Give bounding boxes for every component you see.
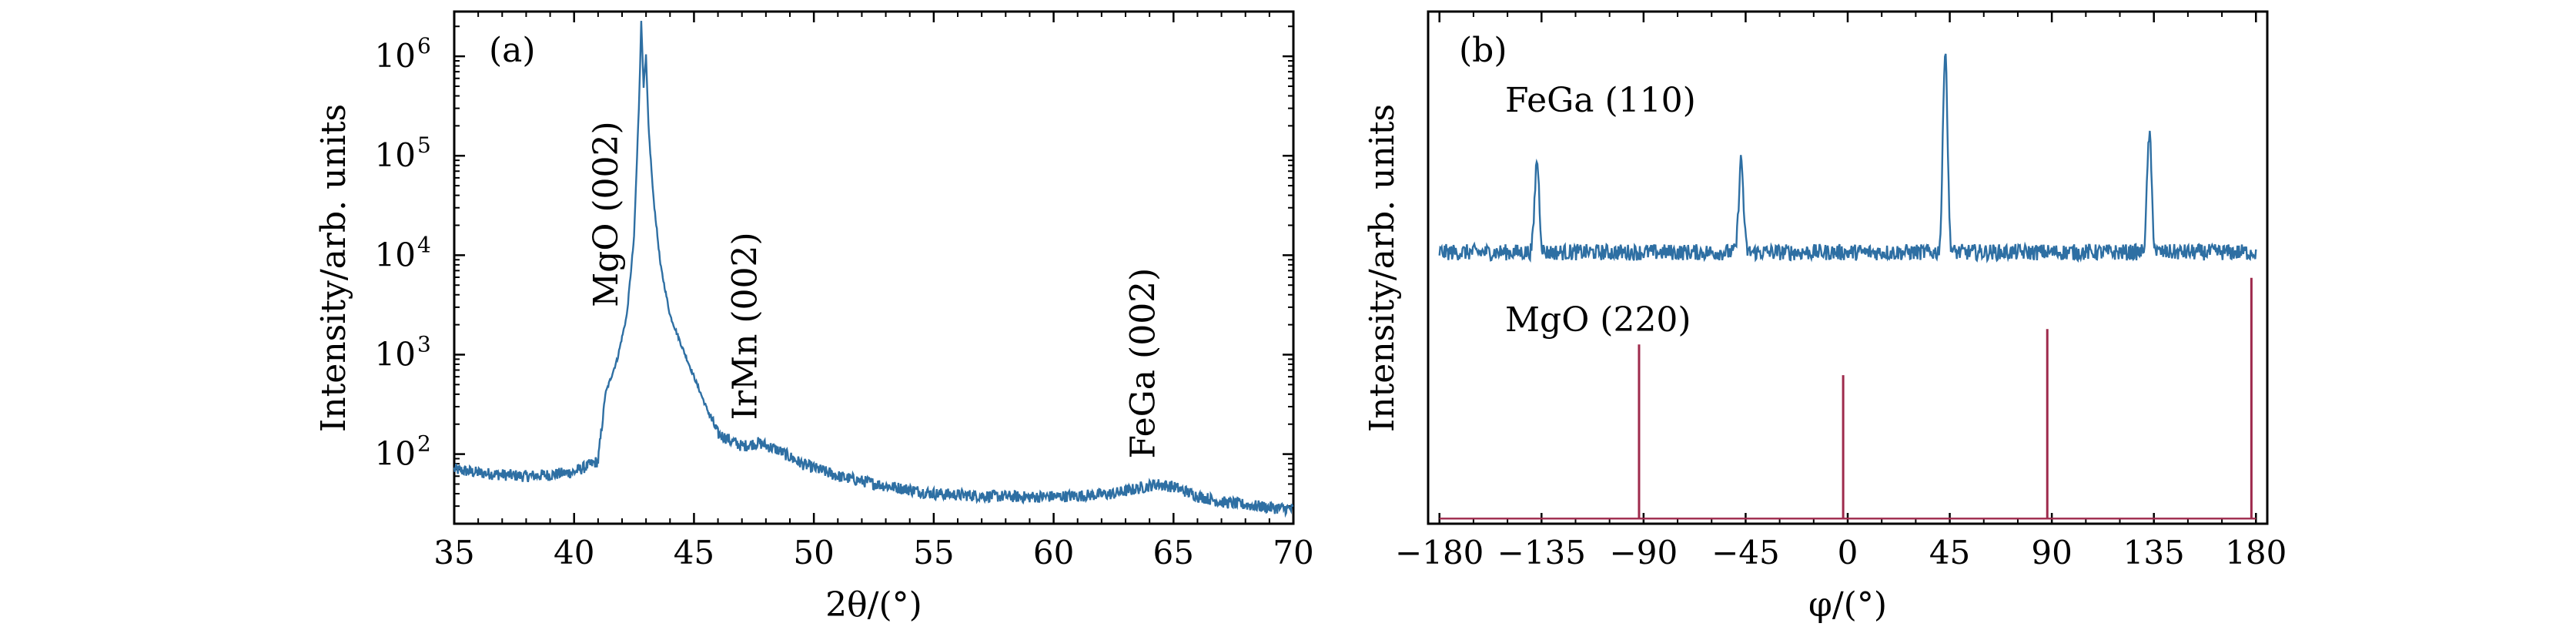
panel-a-x-tick-label: 55 <box>913 534 954 571</box>
panel-a-y-tick-exponent: 4 <box>417 232 431 257</box>
panel-a-x-tick-label: 60 <box>1033 534 1074 571</box>
panel-b-x-tick-label: 135 <box>2123 534 2185 571</box>
panel-a-y-tick-label: 10 <box>375 435 416 473</box>
panel-b-x-tick-label: 180 <box>2225 534 2287 571</box>
panel-a-x-tick-label: 65 <box>1153 534 1194 571</box>
panel-a-x-tick-label: 35 <box>433 534 474 571</box>
panel-b-x-tick-label: 0 <box>1838 534 1858 571</box>
panel-a-x-tick-label: 45 <box>674 534 714 571</box>
panel-a-label: (a) <box>489 31 536 70</box>
panel-b-x-tick-label: 90 <box>2031 534 2072 571</box>
panel-b-chart: −180 −135 −90 −45 0 45 90 135 180 (b) FeGa (110)… <box>1363 10 2287 625</box>
panel-a-y-tick-label: 10 <box>375 136 416 174</box>
panel-a-y-tick-exponent: 6 <box>417 33 431 59</box>
panel-a-y-tick-exponent: 5 <box>417 132 431 158</box>
panel-b-series-fega-line <box>1438 53 2257 263</box>
panel-b-series-label-fega: FeGa (110) <box>1505 81 1696 120</box>
panel-a-x-tick-label: 50 <box>793 534 834 571</box>
panel-a-y-axis-label: Intensity/arb. units <box>314 104 353 432</box>
panel-b-x-tick-label: 45 <box>1929 534 1970 571</box>
panel-a-series-line <box>453 21 1294 518</box>
panel-b-series-label-mgo: MgO (220) <box>1505 300 1691 340</box>
panel-b-series <box>1438 53 2257 520</box>
panel-b-label: (b) <box>1459 31 1507 70</box>
panel-a-y-tick-label: 10 <box>375 37 416 75</box>
panel-b-x-tick-label: −135 <box>1497 534 1586 571</box>
panel-a-axis-frame <box>453 10 1295 525</box>
panel-a-peak-annotation: IrMn (002) <box>725 232 764 420</box>
panel-a-x-tick-label: 40 <box>554 534 594 571</box>
panel-a-x-ticks: 35 40 45 50 55 60 65 70 <box>433 12 1314 571</box>
panel-a-y-tick-label: 10 <box>375 236 416 273</box>
panel-b-x-tick-label: −45 <box>1711 534 1780 571</box>
panel-a-peak-annotation: FeGa (002) <box>1123 268 1163 459</box>
panel-b-y-axis-label: Intensity/arb. units <box>1363 104 1402 432</box>
panel-a-annotations: MgO (002) IrMn (002) FeGa (002) <box>587 121 1163 458</box>
panel-a-x-axis-label: 2θ/(°) <box>825 585 922 625</box>
panel-b-x-ticks: −180 −135 −90 −45 0 45 90 135 180 <box>1395 12 2287 571</box>
panel-a-x-tick-label: 70 <box>1273 534 1313 571</box>
panel-a-peak-annotation: MgO (002) <box>587 121 626 307</box>
panel-a-y-tick-label: 10 <box>375 335 416 373</box>
panel-a-series <box>453 21 1294 518</box>
panel-b-x-tick-label: −180 <box>1395 534 1484 571</box>
panel-a-y-tick-exponent: 3 <box>417 331 431 357</box>
panel-a-y-tick-exponent: 2 <box>417 431 431 457</box>
panel-b-x-axis-label: φ/(°) <box>1808 585 1887 625</box>
panel-b-x-tick-label: −90 <box>1610 534 1678 571</box>
